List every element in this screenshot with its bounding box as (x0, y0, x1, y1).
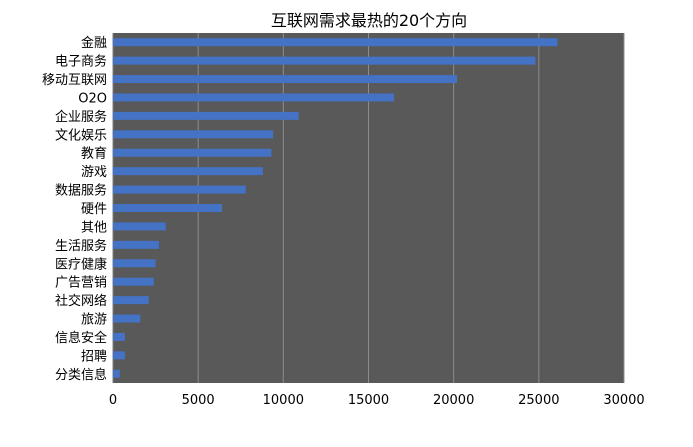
category-label: 移动互联网 (42, 73, 107, 88)
category-label: 文化娱乐 (55, 128, 107, 143)
bar (113, 167, 263, 176)
category-label: 分类信息 (55, 367, 107, 383)
bar (113, 296, 149, 305)
bar (113, 259, 156, 268)
bar (113, 130, 274, 139)
x-tick-label: 25000 (518, 393, 559, 408)
bar (113, 93, 395, 102)
bar (113, 369, 120, 378)
category-label: 社交网络 (55, 293, 107, 309)
bar (113, 148, 272, 157)
bar (113, 332, 125, 341)
bar (113, 240, 159, 249)
bar (113, 222, 166, 231)
bar (113, 185, 246, 194)
category-label: 企业服务 (55, 109, 107, 125)
x-tick-label: 0 (109, 393, 117, 408)
x-tick-label: 5000 (182, 393, 215, 408)
category-label: 广告营销 (55, 276, 107, 291)
category-label: 医疗健康 (55, 256, 107, 272)
category-label: 旅游 (81, 313, 107, 328)
category-label: 教育 (81, 146, 107, 162)
chart-title: 互联网需求最热的20个方向 (271, 11, 467, 30)
x-tick-label: 10000 (263, 393, 304, 408)
bar (113, 75, 458, 84)
category-label: 金融 (81, 35, 107, 51)
bar (113, 38, 558, 47)
x-tick-label: 15000 (348, 393, 389, 408)
bar (113, 204, 223, 212)
category-label: 生活服务 (55, 238, 107, 254)
category-label: 游戏 (81, 165, 107, 180)
category-label: 数据服务 (55, 183, 107, 199)
x-tick-label: 30000 (603, 393, 644, 408)
category-label: 电子商务 (55, 54, 107, 70)
bar (113, 351, 125, 360)
category-label: 其他 (81, 220, 107, 235)
bar (113, 314, 141, 323)
bar (113, 56, 536, 65)
category-label: O2O (78, 91, 107, 106)
category-label: 硬件 (81, 202, 107, 217)
x-tick-label: 20000 (433, 393, 474, 408)
category-label: 招聘 (81, 349, 107, 364)
bar (113, 111, 299, 120)
category-label: 信息安全 (55, 330, 107, 346)
plot-area: 0 5000 10000 15000 20000 25000 30000 金融电子商务移动互联… (42, 33, 645, 408)
bar (113, 277, 154, 286)
